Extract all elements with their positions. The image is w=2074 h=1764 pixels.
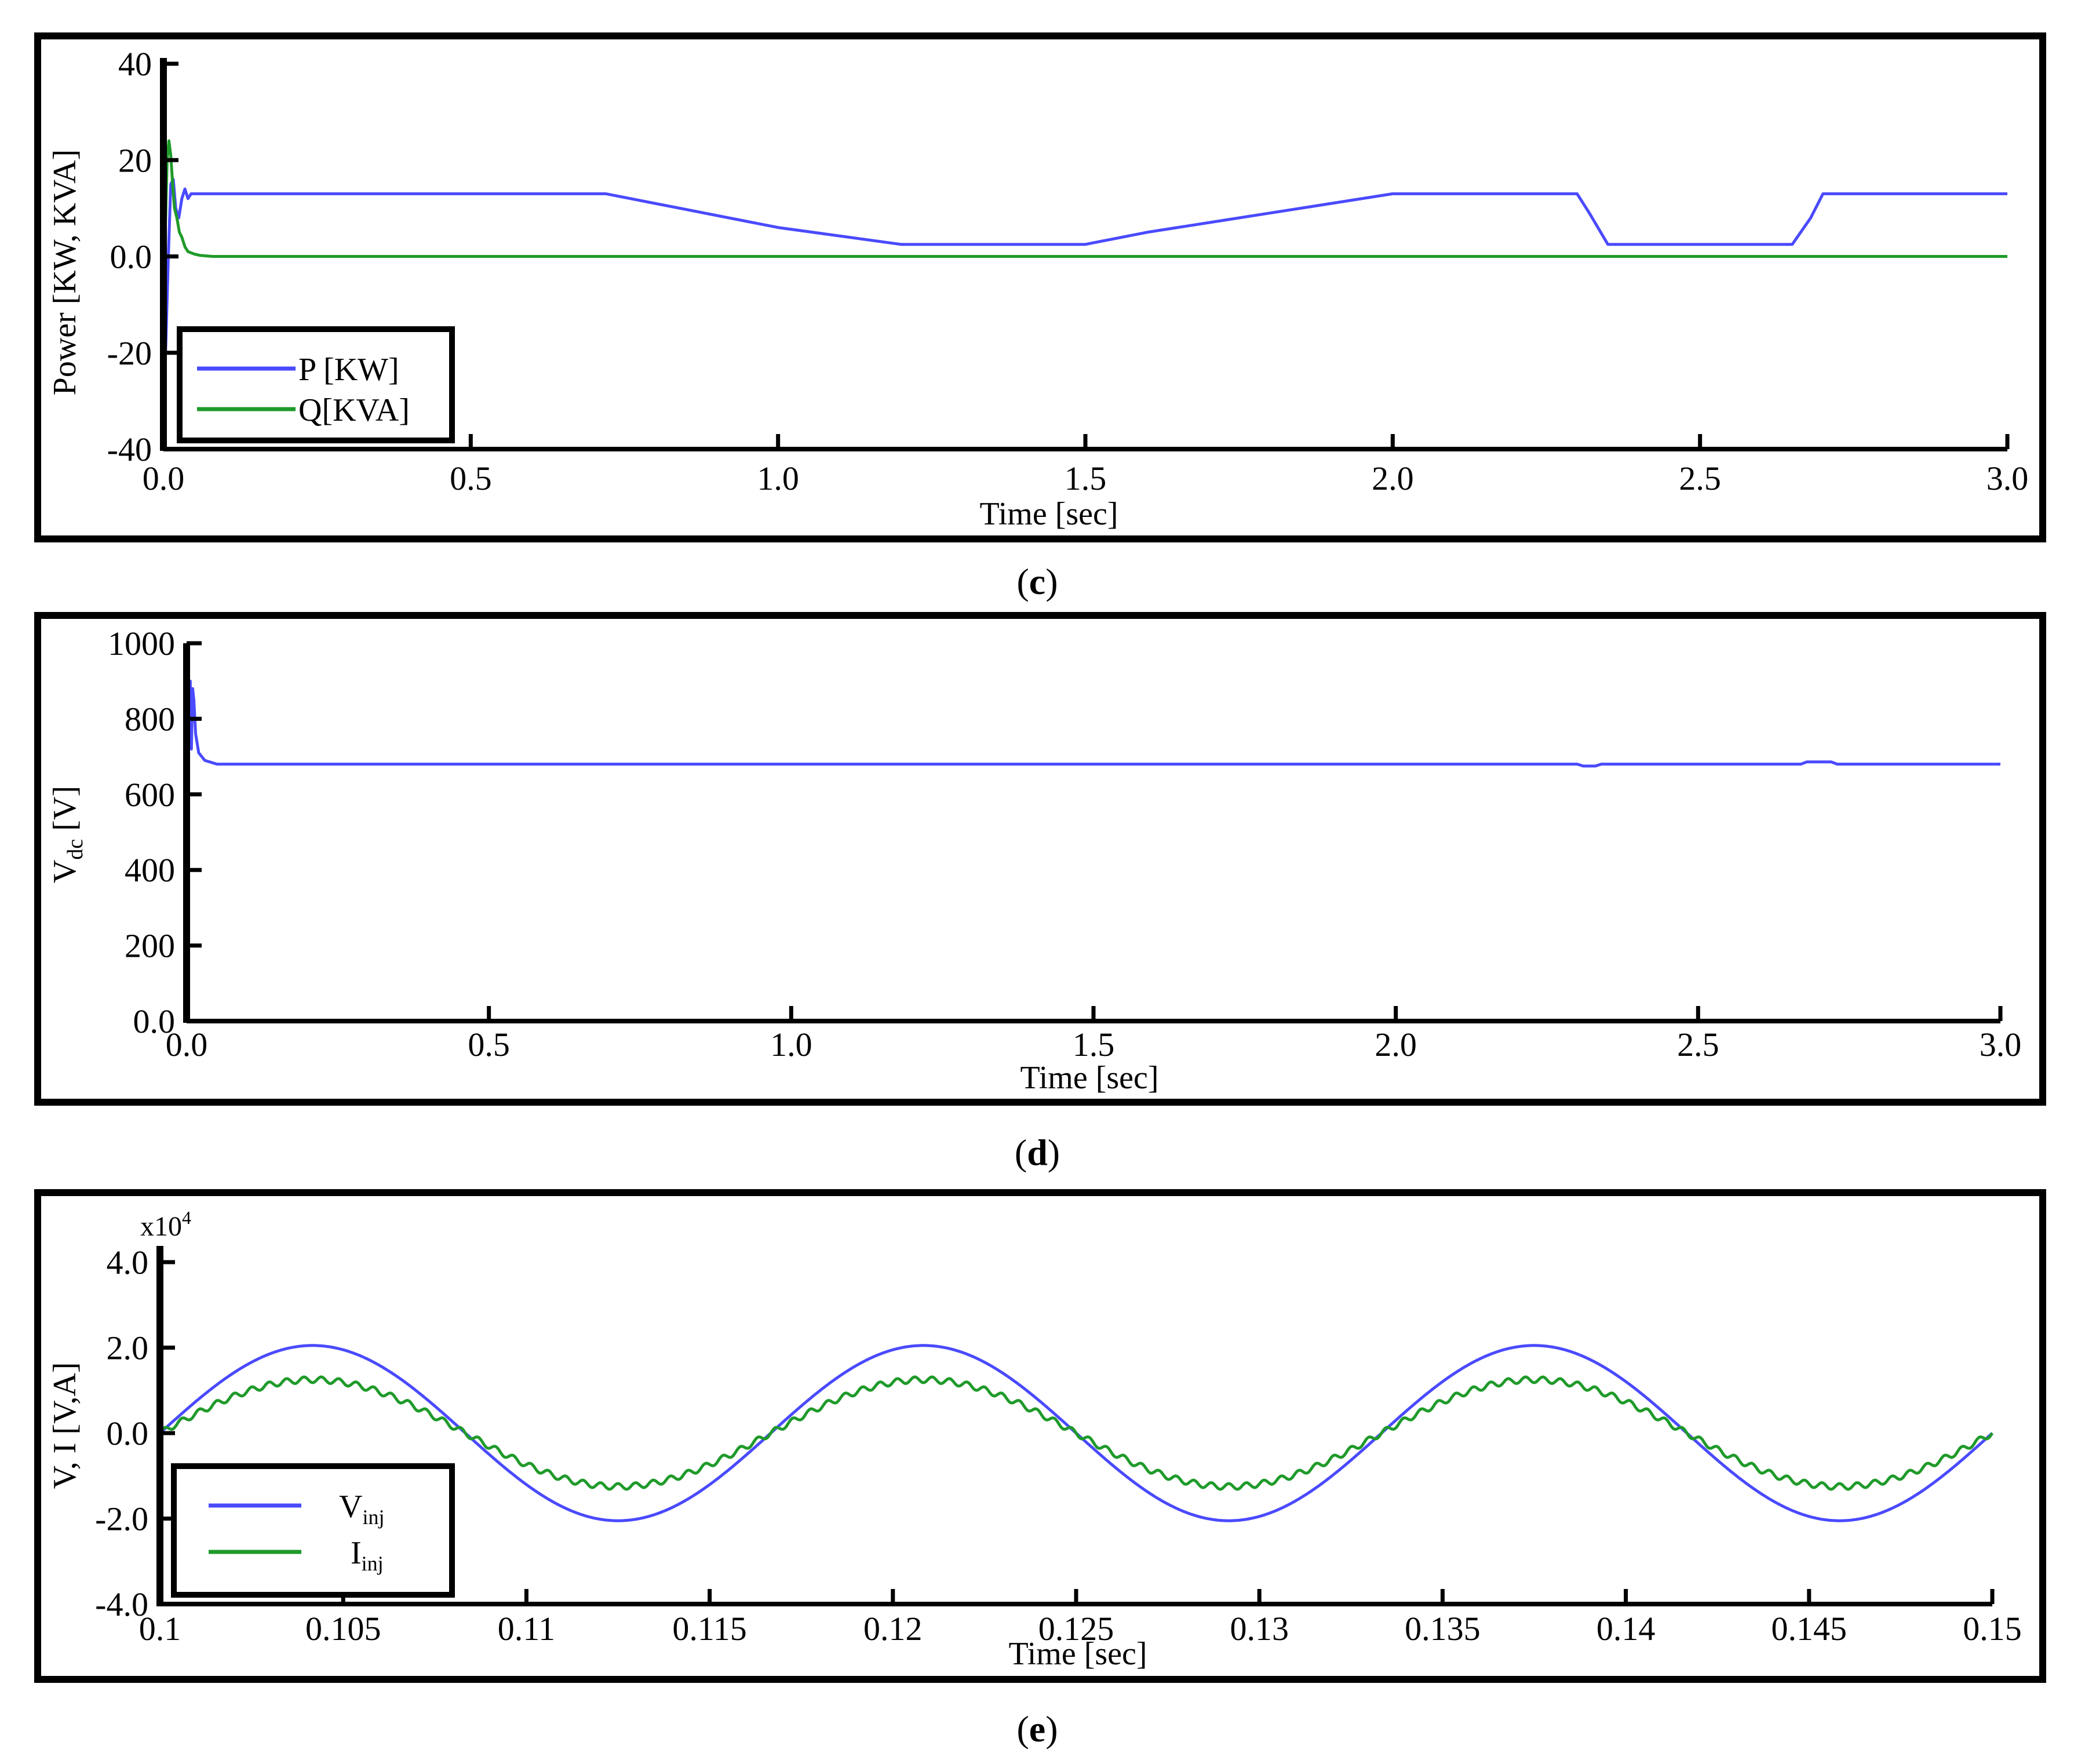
panel-d-xtick-label: 1.5 [1073, 1026, 1115, 1063]
caption-d: (d) [1015, 1132, 1060, 1173]
panel-d-xtick-label: 2.0 [1375, 1026, 1417, 1063]
panel-d-frame [34, 612, 2046, 1106]
panel-e-xtick-label: 0.115 [672, 1610, 746, 1648]
panel-c: 0.0 0.5 1.0 1.5 2.0 2.5 3.0 40 20 0.0 -20 -40 Time … [34, 32, 2046, 542]
panel-e-multiplier: x104 [140, 1207, 191, 1242]
panel-c-xtick-label: 1.0 [757, 460, 799, 497]
panel-c-ylabel: Power [KW, KVA] [47, 150, 83, 396]
panel-e-ticks: 0.1 0.105 0.11 0.115 0.12 0.125 0.13 0.135 0.14 0… [95, 1244, 2022, 1648]
panel-d-ytick-label: 200 [125, 927, 175, 965]
caption-c: (c) [1016, 561, 1058, 602]
panel-d-ylabel: Vdc [V] [47, 786, 88, 883]
panel-c-legend: P [KW] Q[KVA] [177, 326, 455, 443]
panel-e-legend-i-sub: inj [362, 1552, 384, 1575]
panel-c-ytick-label: 20 [118, 141, 152, 179]
panel-e-legend-label-v: Vinj [339, 1489, 384, 1529]
panel-c-xlabel: Time [sec] [979, 496, 1118, 532]
panel-c-xtick-label: 0.5 [450, 460, 492, 497]
panel-c-ticks: 0.0 0.5 1.0 1.5 2.0 2.5 3.0 40 20 0.0 -20 -40 [107, 45, 2029, 497]
panel-e-xlabel: Time [sec] [1008, 1636, 1147, 1672]
panel-c-xtick-label: 1.5 [1065, 460, 1107, 497]
panel-d-ylabel-main: V [47, 860, 83, 883]
panel-e-ytick-label: 2.0 [107, 1329, 149, 1367]
panel-c-frame [34, 32, 2046, 542]
panel-d-xtick-label: 2.5 [1677, 1026, 1719, 1063]
panel-d-ytick-label: 400 [125, 851, 175, 889]
panel-c-ytick-label: -20 [107, 334, 152, 372]
panel-d-xtick-label: 0.0 [166, 1026, 208, 1063]
panel-d-xtick-label: 1.0 [770, 1026, 812, 1063]
panel-d: 0.0 0.5 1.0 1.5 2.0 2.5 3.010008006004002000.0… [34, 612, 2046, 1106]
panel-c-ytick-label: -40 [107, 431, 152, 468]
panel-e-ytick-label: -4.0 [95, 1586, 148, 1623]
panel-e-ytick-label: 0.0 [107, 1415, 149, 1452]
panel-c-xtick-label: 0.0 [143, 460, 185, 497]
panel-e-xtick-label: 0.1 [139, 1610, 181, 1648]
panel-d-ticks: 0.0 0.5 1.0 1.5 2.0 2.5 3.0 1000 800 600 400 200 0.0 [108, 625, 2021, 1063]
panel-e-legend-label-i: Iinj [351, 1535, 384, 1575]
panel-c-ytick-label: 0.0 [110, 238, 152, 276]
panel-e-ytick-label: -2.0 [95, 1500, 148, 1538]
caption-c-letter: c [1029, 561, 1045, 602]
panel-d-xtick-label: 0.5 [468, 1026, 510, 1063]
panel-c-xtick-label: 2.0 [1372, 460, 1414, 497]
panel-e-xtick-label: 0.11 [498, 1610, 555, 1648]
panel-e-series-1-line [158, 1375, 1994, 1491]
panel-e-multiplier-base: x10 [140, 1211, 182, 1242]
panel-e-frame [34, 1189, 2046, 1683]
panel-e-legend-box [171, 1463, 455, 1598]
panel-e-xtick-label: 0.15 [1963, 1610, 2022, 1648]
panel-e-plot [158, 1344, 1994, 1522]
panel-c-series-1-line [162, 139, 2007, 377]
panel-c-plot [162, 139, 2007, 411]
panel-d-ytick-label: 800 [125, 700, 175, 738]
panel-e-xtick-label: 0.135 [1405, 1610, 1481, 1648]
panel-e-multiplier-exp: 4 [182, 1207, 191, 1228]
panel-d-ytick-label: 1000 [108, 625, 175, 662]
caption-e-letter: e [1029, 1708, 1045, 1750]
panel-e-legend-v-sub: inj [362, 1506, 384, 1529]
panel-c-xtick-label: 3.0 [1986, 460, 2029, 497]
caption-d-letter: d [1027, 1132, 1048, 1173]
panel-c-legend-label-p: P [KW] [298, 352, 399, 388]
panel-e-xtick-label: 0.12 [863, 1610, 923, 1648]
panel-d-xtick-label: 3.0 [1980, 1026, 2022, 1063]
panel-e-xtick-label: 0.125 [1038, 1610, 1114, 1648]
panel-c-xtick-label: 2.5 [1679, 460, 1721, 497]
panel-e-xtick-label: 0.14 [1596, 1610, 1656, 1648]
panel-e-xtick-label: 0.145 [1772, 1610, 1847, 1648]
panel-d-ytick-label: 0.0 [133, 1003, 176, 1040]
panel-d-plot [185, 657, 2000, 859]
panel-e: 0.1 0.105 0.11 0.115 0.12 0.125 0.13 0.135 0.14 0… [34, 1189, 2046, 1683]
panel-e-xtick-label: 0.13 [1230, 1610, 1289, 1648]
panel-e-legend: Vinj Iinj [171, 1463, 455, 1598]
panel-c-ytick-label: 40 [118, 45, 152, 83]
panel-d-xlabel: Time [sec] [1020, 1060, 1158, 1096]
panel-d-ylabel-unit: [V] [47, 786, 83, 839]
panel-d-series-0-line [185, 657, 2000, 859]
panel-e-legend-v-main: V [339, 1489, 362, 1525]
panel-c-legend-label-q: Q[KVA] [298, 392, 410, 428]
panel-c-legend-box [177, 326, 455, 443]
panel-e-legend-i-main: I [351, 1535, 362, 1571]
panel-d-ylabel-sub: dc [63, 839, 88, 860]
panel-e-ytick-label: 4.0 [107, 1244, 149, 1281]
panel-e-ylabel: V, I [V,A] [47, 1362, 83, 1489]
panel-d-ytick-label: 600 [125, 776, 175, 814]
caption-e: (e) [1016, 1708, 1058, 1750]
panel-e-xtick-label: 0.105 [305, 1610, 381, 1648]
